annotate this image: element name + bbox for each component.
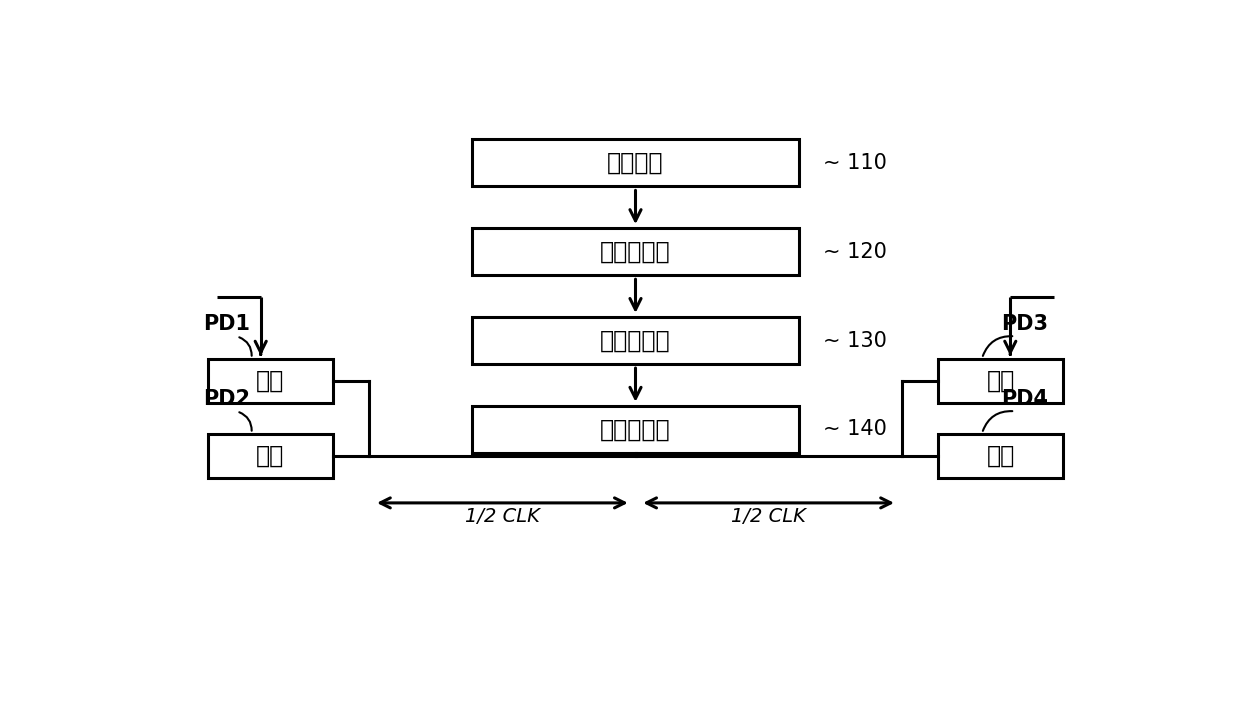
Bar [939,433,1063,478]
Text: 焊坠: 焊坠 [987,368,1014,393]
Text: 主要阵列: 主要阵列 [608,151,663,175]
Text: ~ 120: ~ 120 [823,242,887,262]
Bar [472,139,799,187]
Text: ~ 110: ~ 110 [823,153,887,173]
Bar [472,406,799,453]
Bar [472,317,799,364]
Text: PD2: PD2 [203,389,250,409]
Text: 焊坠: 焊坠 [257,443,284,468]
Text: 1/2 CLK: 1/2 CLK [465,508,539,526]
Text: PD4: PD4 [1001,389,1048,409]
Bar [472,228,799,275]
Text: 感测放大器: 感测放大器 [600,329,671,353]
Text: 焊坠: 焊坠 [987,443,1014,468]
Bar [208,358,332,403]
Text: ~ 130: ~ 130 [823,330,887,350]
Text: 页面缓冲器: 页面缓冲器 [600,239,671,264]
Bar [939,358,1063,403]
Text: ~ 140: ~ 140 [823,420,887,439]
Text: PD3: PD3 [1001,314,1048,334]
Bar [208,433,332,478]
Text: 焊坠: 焊坠 [257,368,284,393]
Text: 1/2 CLK: 1/2 CLK [732,508,806,526]
Text: PD1: PD1 [203,314,250,334]
Text: 移位寄存器: 移位寄存器 [600,417,671,441]
